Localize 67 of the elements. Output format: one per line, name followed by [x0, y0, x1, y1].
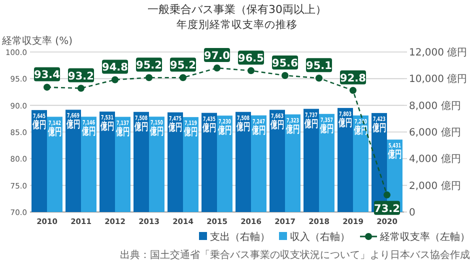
data-label: 93.4: [34, 69, 60, 82]
data-label: 95.1: [306, 60, 332, 72]
point: [78, 84, 84, 92]
data-label: 94.8: [102, 62, 128, 74]
data-label: 7,357 億円: [319, 116, 340, 135]
point: [350, 86, 356, 94]
y2-tick-label: 10,000 億円: [409, 73, 468, 86]
chart-subtitle: 年度別経常収支率の推移: [176, 18, 298, 31]
bar: [217, 116, 232, 212]
data-label: 95.2: [170, 60, 196, 72]
bar: [236, 112, 251, 212]
data-label: 7,423 億円: [372, 116, 392, 134]
y2-tick-label: 8,000 億円: [409, 100, 461, 112]
data-label: 7,137 億円: [115, 120, 136, 138]
bar: [270, 110, 285, 212]
y2-tick-label: 2,000 億円: [409, 180, 461, 192]
bar: [338, 108, 353, 212]
point: [248, 67, 254, 74]
bar: [149, 116, 164, 212]
bar: [285, 114, 300, 212]
data-label: 95.2: [136, 60, 162, 72]
bar: [251, 115, 266, 212]
bar: [134, 112, 149, 212]
data-label: 73.2: [374, 202, 400, 215]
point: [112, 76, 118, 84]
data-label: 93.2: [68, 70, 94, 82]
point: [316, 74, 322, 82]
bar: [47, 116, 62, 212]
bar: [81, 116, 96, 212]
bar: [319, 114, 334, 212]
legend-label: 収入（右軸）: [290, 231, 350, 243]
data-label: 7,323 億円: [285, 117, 306, 136]
bar: [168, 112, 183, 212]
bar: [183, 117, 198, 212]
bar: [32, 110, 47, 212]
chart-title: 一般乗合バス事業（保有30両以上）: [148, 3, 326, 16]
bar: [353, 115, 368, 212]
data-label: 5,431 億円: [387, 142, 408, 161]
point: [44, 84, 50, 91]
source-note: 出典：国土交通省「乗合バス事業の収支状況について」より日本バス協会作成: [120, 249, 470, 261]
point: [282, 72, 288, 79]
point: [146, 74, 152, 82]
data-label: 7,142 億円: [47, 120, 68, 138]
data-label: 96.5: [238, 52, 264, 65]
bar: [100, 112, 115, 212]
data-label: 95.6: [272, 57, 298, 70]
bar: [66, 110, 81, 212]
legend-label: 支出（右軸）: [210, 231, 270, 243]
y2-tick-label: 0: [409, 208, 416, 218]
y2-tick-label: 6,000 億円: [409, 126, 461, 138]
point: [214, 64, 220, 72]
point: [384, 191, 390, 198]
data-label: 7,247 億円: [251, 118, 272, 136]
bar: [202, 112, 217, 212]
legend-label: 経常収支率（左軸）: [379, 231, 470, 243]
bar: [304, 108, 319, 212]
y2-tick-label: 4,000 億円: [409, 153, 461, 166]
data-label: 97.0: [204, 50, 230, 62]
y-axis-title: 経常収支率 (%): [1, 35, 73, 47]
data-label: 7,119 億円: [183, 120, 204, 138]
bar: [115, 116, 130, 212]
data-label: 92.8: [340, 72, 366, 84]
data-label: 7,150 億円: [149, 120, 170, 138]
point: [180, 74, 186, 82]
data-label: 7,230 億円: [217, 118, 238, 137]
data-label: 7,146 億円: [81, 120, 102, 138]
y2-tick-label: 12,000 億円: [409, 46, 468, 58]
